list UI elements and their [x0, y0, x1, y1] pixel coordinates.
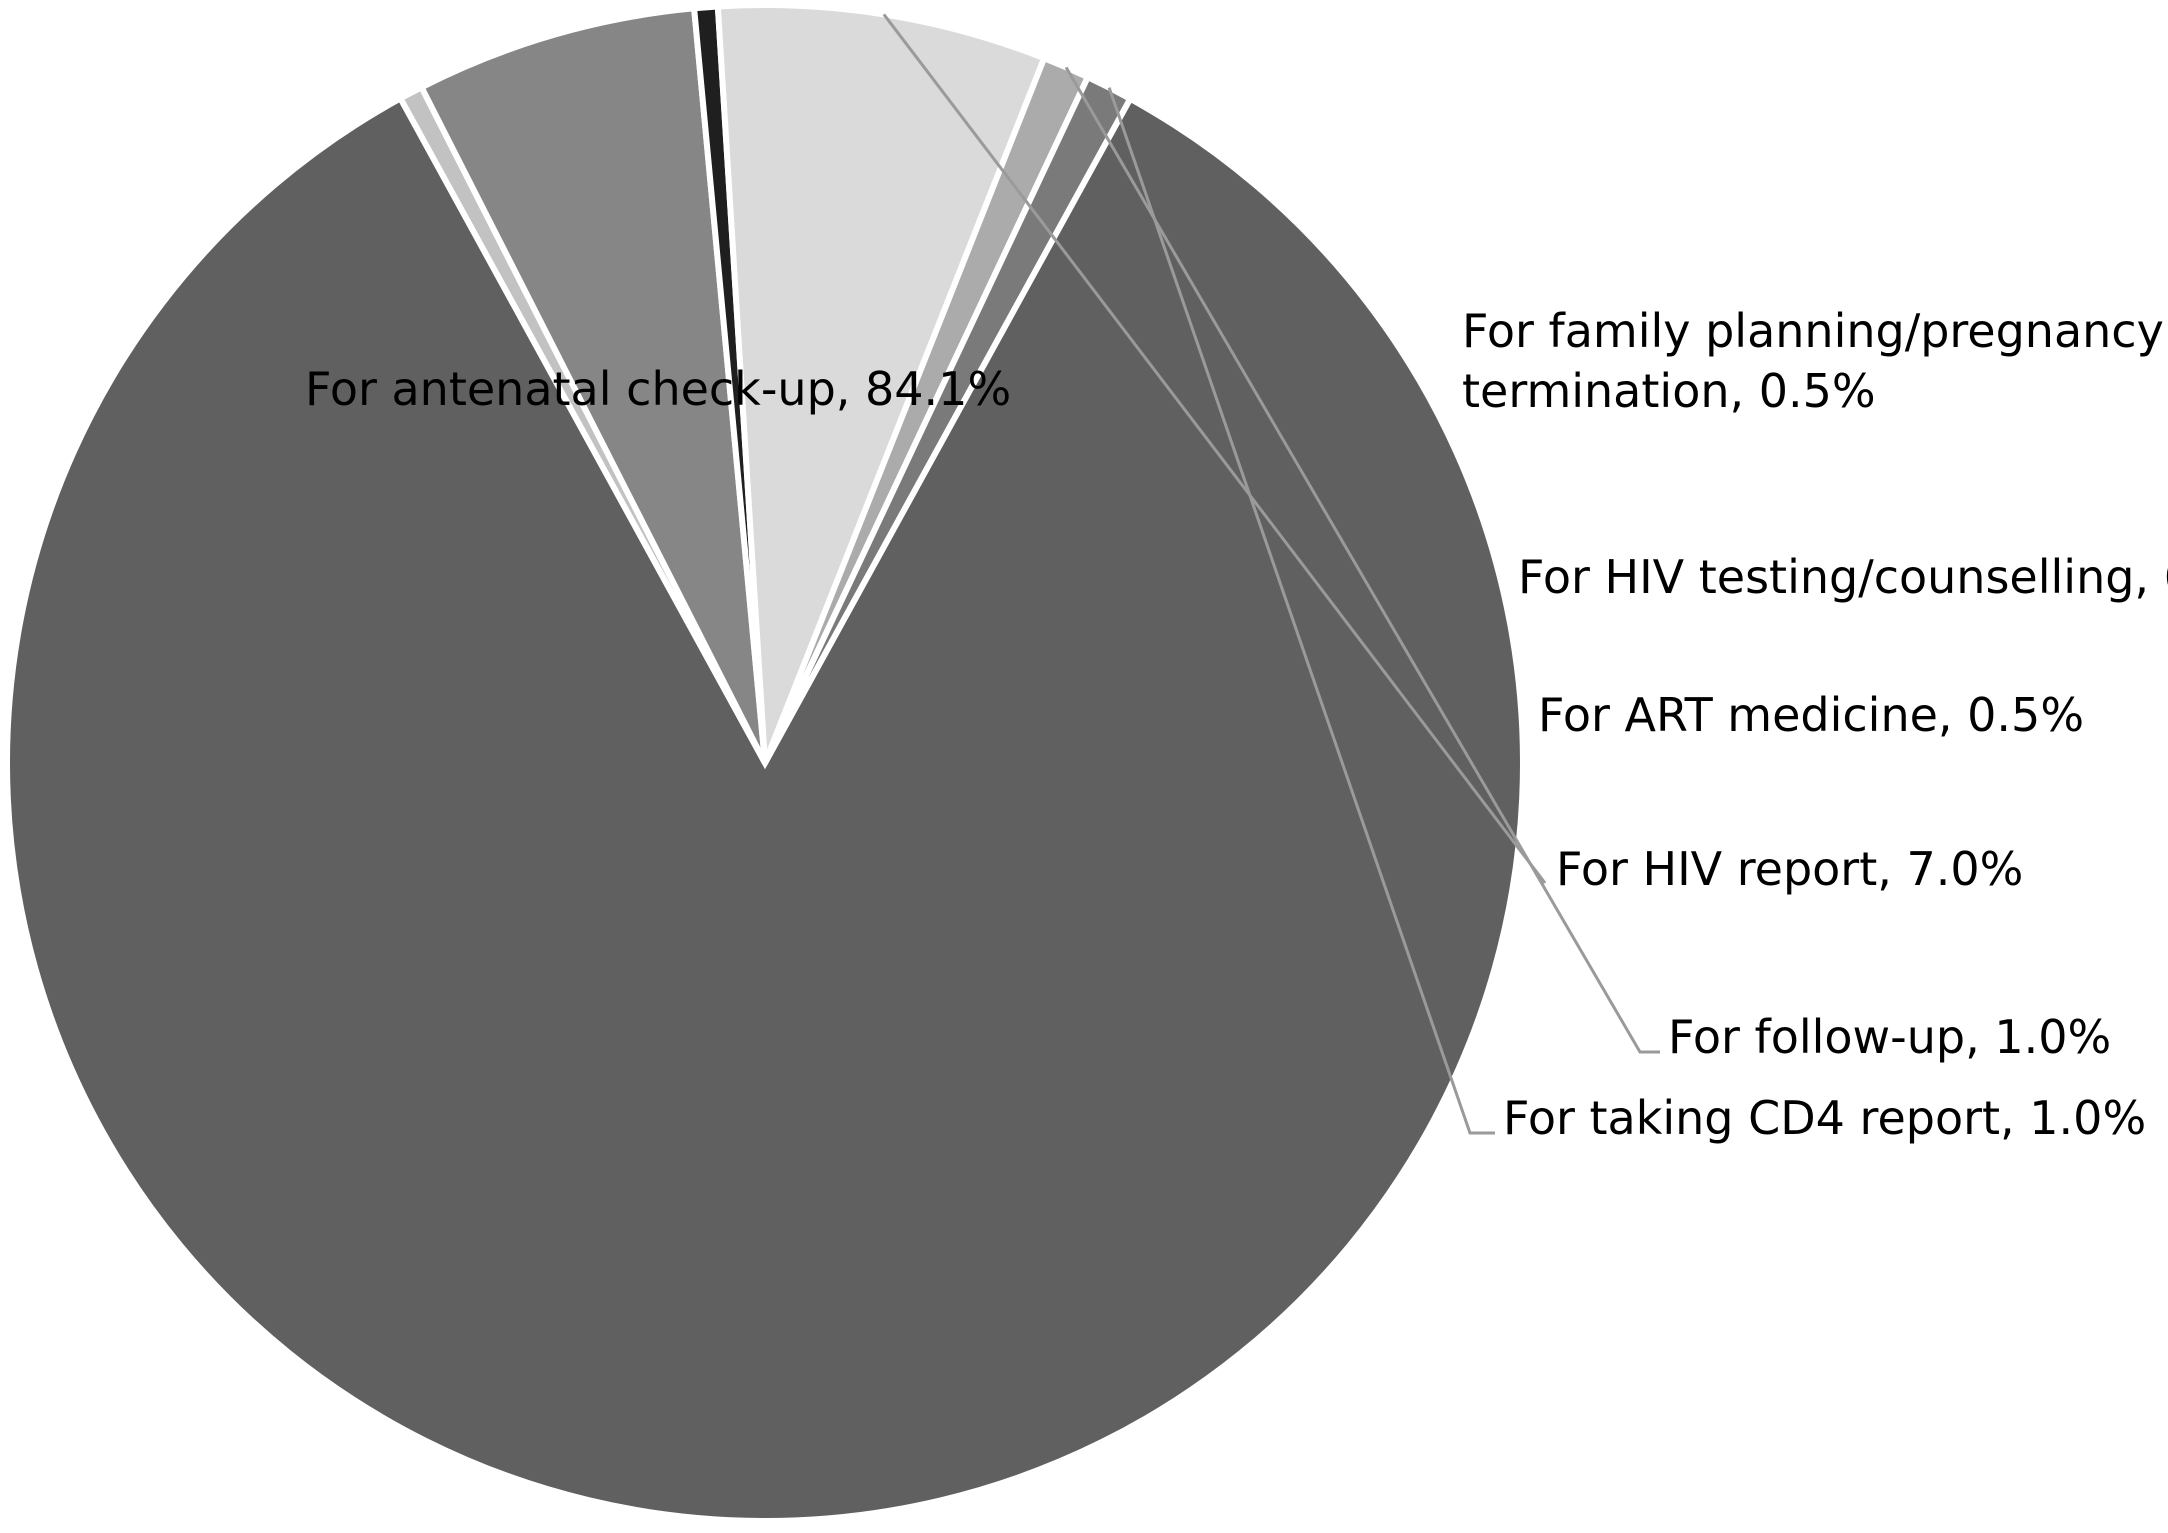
label-family-planning: For family planning/pregnancy terminatio…: [1462, 304, 2168, 418]
label-hiv-report: For HIV report, 7.0%: [1556, 842, 2023, 896]
pie-slice-antenatal-check-up: [4, 94, 1526, 1524]
label-hiv-testing-counselling: For HIV testing/counselling, 6.0%: [1518, 550, 2168, 604]
pie-slice-taking-cd4-report: [762, 73, 1135, 765]
leader-line-taking-cd4-report: [1107, 87, 1495, 1135]
leader-line-follow-up: [1064, 66, 1660, 1054]
label-follow-up: For follow-up, 1.0%: [1668, 1010, 2111, 1064]
label-taking-cd4-report: For taking CD4 report, 1.0%: [1503, 1091, 2146, 1145]
label-art-medicine: For ART medicine, 0.5%: [1538, 688, 2084, 742]
leader-line-hiv-report: [882, 13, 1547, 884]
pie-slices: [4, 2, 1526, 1524]
pie-slice-hiv-testing-counselling: [417, 5, 768, 765]
label-antenatal-check-up: For antenatal check-up, 84.1%: [305, 362, 1011, 416]
leader-lines: [882, 13, 1660, 1135]
